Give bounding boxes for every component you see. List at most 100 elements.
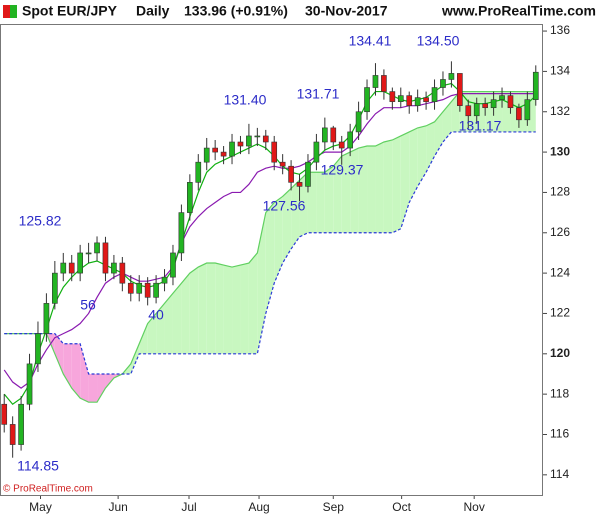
cloud-segment [299,172,308,237]
plot-frame [0,24,543,496]
y-tick-label: 126 [550,225,570,239]
cloud-segment [383,139,393,233]
candle-body [499,95,505,100]
cloud-segment [88,373,98,403]
annotation: 56 [80,297,96,313]
cloud-segment [71,343,81,399]
annotation: 131.71 [297,86,340,102]
candle-body [52,272,58,304]
candle-body [279,161,286,167]
x-tick-label: Jun [108,500,127,514]
annotation: 127.56 [263,198,306,214]
x-tick-label: May [29,500,52,514]
y-tick-label: 132 [550,104,570,118]
y-tick-label: 124 [550,265,570,279]
candle-body [322,127,328,143]
copyright: © ProRealTime.com [3,484,93,495]
cloud-segment [248,252,258,354]
cloud-segment [265,202,275,314]
x-tick-label: Nov [464,500,485,514]
cloud-segment [206,263,216,354]
candle-body [305,161,311,187]
candle-body [153,282,159,298]
annotation: 134.50 [417,33,460,49]
candle-body [26,363,33,405]
cloud-segment [232,265,241,354]
chart-title: Spot EUR/JPY [22,3,118,19]
cloud-segment [476,91,486,132]
candle-body [414,97,421,106]
annotation: 125.82 [19,213,62,229]
cloud-segment [375,142,384,233]
candle-body [85,252,92,255]
candle-body [94,242,100,254]
y-tick-label: 120 [550,346,570,360]
candle-body [9,424,16,445]
candle-body [111,262,117,274]
candle-body [229,141,235,157]
candle-body [381,75,387,92]
candle-body [77,252,83,274]
cloud-segment [409,127,418,203]
cloud-segment [80,343,89,403]
cloud-segment [282,188,292,264]
kijun-line [3,92,536,389]
cloud-segment [324,166,334,233]
y-tick-label: 136 [550,23,570,37]
candle-body [507,95,514,109]
candle-body [254,135,261,138]
source: www.ProRealTime.com [441,3,596,19]
cloud-segment [156,303,165,354]
senkou-span-a [4,90,536,403]
candle-body [490,99,497,109]
x-tick-label: Aug [248,500,269,514]
cloud-segment [367,146,376,233]
candle-body [355,111,362,133]
candle-body [364,87,370,113]
x-tick-label: Jul [181,500,196,514]
cloud-segment [223,265,233,354]
cloud-segment [97,373,106,403]
candle-body [448,73,455,80]
cloud-segment [400,131,410,229]
candle-body [262,135,269,143]
candle-body [473,103,480,117]
senkou-span-b [4,131,536,375]
period: Daily [136,3,170,19]
cloud-segment [426,121,435,173]
cloud-segment [164,293,173,354]
candle-body [127,282,134,294]
candle-body [271,141,278,163]
candle-body [524,99,531,121]
cloud-segment [240,263,249,354]
annotation: 131.17 [459,118,502,134]
annotation: 129.37 [321,162,364,178]
candle-body [372,75,379,88]
candle-body [136,282,143,294]
cloud-segment [274,196,283,284]
cloud-segment [139,323,148,354]
cloud-segment [105,373,114,389]
candle-body [296,182,303,187]
candle-body [440,79,446,88]
cloud-segment [350,148,359,233]
cloud-segment [172,283,182,354]
candle-body [237,141,244,147]
x-tick-label: Oct [392,500,411,514]
candle-body [406,95,413,106]
x-tick-label: Sep [323,500,345,514]
candle-body [212,147,218,153]
annotation: 114.85 [17,458,59,474]
annotation: 131.40 [224,92,267,108]
candle-body [246,135,252,147]
candle-body [330,127,337,143]
candle-body [338,141,345,149]
candle-body [532,71,539,100]
date: 30-Nov-2017 [305,3,388,19]
candle-body [313,141,320,163]
candle-body [203,147,210,163]
candle-body [68,262,75,274]
logo-icon [10,5,17,18]
last-quote: 133.96 (+0.91%) [184,3,288,19]
